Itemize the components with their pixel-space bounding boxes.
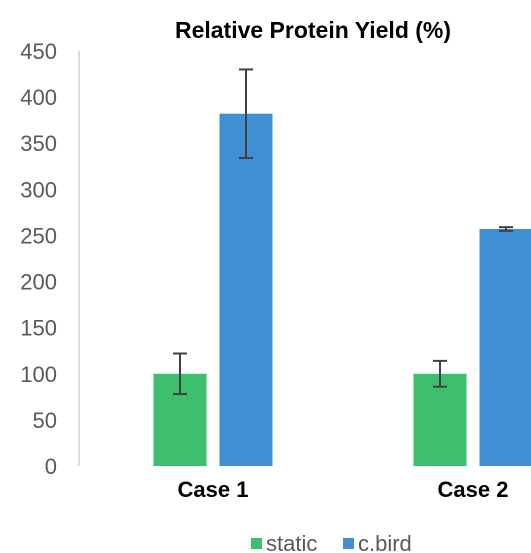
error-bar	[433, 359, 447, 388]
legend-label: static	[266, 531, 317, 553]
x-tick-label: Case 2	[438, 477, 509, 502]
legend: static c.bird	[251, 531, 412, 553]
x-tick-label: Case 1	[178, 477, 249, 502]
y-tick-label: 150	[20, 316, 57, 341]
y-tick-label: 300	[20, 177, 57, 202]
legend-swatch	[251, 538, 262, 549]
y-tick-label: 450	[20, 39, 57, 64]
y-tick-label: 250	[20, 223, 57, 248]
y-tick-label: 350	[20, 131, 57, 156]
y-tick-label: 400	[20, 85, 57, 110]
bars	[153, 113, 531, 466]
error-bars	[173, 68, 513, 396]
error-bar	[239, 68, 253, 159]
error-bar	[499, 226, 513, 232]
error-bar	[173, 352, 187, 396]
bar-c-bird-2	[479, 228, 531, 466]
legend-swatch	[343, 538, 354, 549]
y-tick-label: 0	[45, 454, 57, 479]
bar-static-2	[413, 373, 467, 466]
y-tick-label: 200	[20, 270, 57, 295]
y-axis-ticks: 0 50 100 150 200 250 300 350 400 450	[20, 39, 57, 479]
bar-c-bird-1	[219, 113, 273, 466]
legend-label: c.bird	[358, 531, 412, 553]
y-tick-label: 100	[20, 362, 57, 387]
x-axis-ticks: Case 1 Case 2	[178, 477, 509, 502]
y-tick-label: 50	[33, 408, 57, 433]
chart-title: Relative Protein Yield (%)	[175, 17, 451, 43]
